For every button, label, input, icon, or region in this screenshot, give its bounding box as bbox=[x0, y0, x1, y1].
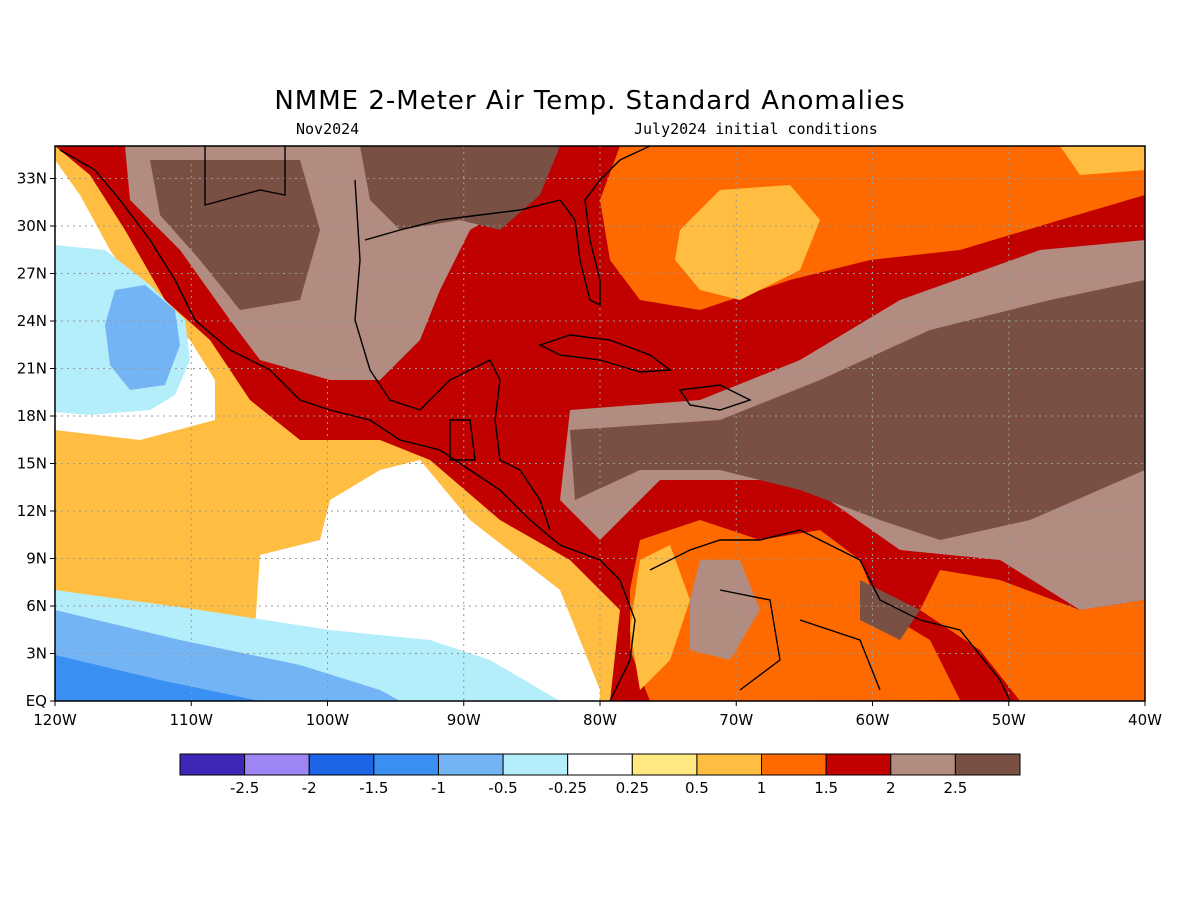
colorbar-swatch bbox=[825, 753, 892, 776]
field-atlantic-yellow bbox=[675, 185, 820, 300]
colorbar-swatch bbox=[308, 753, 375, 776]
lon-tick-label: 90W bbox=[447, 711, 481, 729]
lon-tick-label: 60W bbox=[856, 711, 890, 729]
colorbar-swatch bbox=[696, 753, 763, 776]
colorbar-label: -1 bbox=[431, 779, 446, 797]
colorbar-label: -1.5 bbox=[359, 779, 388, 797]
field-sa-brown bbox=[860, 580, 920, 640]
field-mexico-brown-west bbox=[150, 160, 320, 310]
lon-tick-label: 100W bbox=[306, 711, 350, 729]
field-pacific-darkblue-south bbox=[55, 655, 260, 701]
colorbar-swatch bbox=[179, 753, 246, 776]
colorbar-label: -2.5 bbox=[230, 779, 259, 797]
anomaly-field bbox=[55, 146, 1145, 701]
colorbar-label: -2 bbox=[302, 779, 317, 797]
field-us-brown bbox=[360, 146, 560, 230]
field-atlantic-brown bbox=[570, 280, 1145, 540]
lat-tick-label: 24N bbox=[17, 312, 47, 330]
sa-north-coastline bbox=[649, 529, 1011, 702]
colorbar-swatch bbox=[244, 753, 310, 776]
colorbar: -2.5 -2 -1.5 -1 -0.5 -0.25 0.25 0.5 1 1.5 2 2.5 bbox=[179, 753, 1021, 797]
coastlines bbox=[59, 145, 1011, 702]
lat-tick-label: 3N bbox=[26, 645, 47, 663]
lat-tick-label: EQ bbox=[26, 692, 47, 710]
cuba-outline bbox=[538, 334, 672, 373]
lon-tick-label: 120W bbox=[33, 711, 77, 729]
map-title: NMME 2-Meter Air Temp. Standard Anomalie… bbox=[274, 86, 906, 116]
colorbar-swatch bbox=[761, 753, 827, 776]
graticule bbox=[55, 146, 1145, 701]
colorbar-label: 1 bbox=[757, 779, 767, 797]
colorbar-label: 0.5 bbox=[685, 779, 709, 797]
lon-tick-label: 40W bbox=[1128, 711, 1162, 729]
colorbar-swatch bbox=[567, 753, 633, 776]
guatemala-border bbox=[449, 419, 476, 461]
lat-tick-label: 15N bbox=[17, 455, 47, 473]
lat-tick-label: 12N bbox=[17, 502, 47, 520]
colorbar-label: -0.5 bbox=[488, 779, 517, 797]
lon-tick-label: 110W bbox=[170, 711, 214, 729]
colorbar-label: -0.25 bbox=[548, 779, 587, 797]
lat-tick-label: 6N bbox=[26, 597, 47, 615]
field-pacific-blue-core bbox=[105, 285, 180, 390]
field-atlantic-yellow-ne bbox=[1060, 146, 1145, 175]
colorbar-swatch bbox=[631, 753, 698, 776]
field-sa-ne-orange bbox=[920, 570, 1145, 701]
colorbar-label: 2 bbox=[886, 779, 896, 797]
field-sa-mauve bbox=[690, 560, 760, 660]
hispaniola-outline bbox=[678, 384, 752, 411]
colorbar-swatch bbox=[437, 753, 504, 776]
lon-tick-label: 70W bbox=[719, 711, 753, 729]
colorbar-swatch bbox=[502, 753, 569, 776]
lat-tick-label: 21N bbox=[17, 360, 47, 378]
lon-tick-label: 80W bbox=[583, 711, 617, 729]
us-mexico-border bbox=[204, 146, 286, 206]
colorbar-swatch bbox=[890, 753, 956, 776]
lat-tick-label: 30N bbox=[17, 217, 47, 235]
lon-tick-label: 50W bbox=[992, 711, 1026, 729]
colorbar-swatch bbox=[954, 753, 1021, 776]
latitude-axis: EQ 3N 6N 9N 12N 15N 18N 21N 24N 27N 30N 33N bbox=[17, 170, 55, 710]
lat-tick-label: 27N bbox=[17, 265, 47, 283]
colorbar-label: 0.25 bbox=[616, 779, 649, 797]
longitude-axis: 120W 110W 100W 90W 80W 70W 60W 50W 40W bbox=[33, 701, 1162, 729]
initial-conditions: July2024 initial conditions bbox=[634, 120, 878, 138]
lat-tick-label: 18N bbox=[17, 407, 47, 425]
colorbar-label: 1.5 bbox=[814, 779, 838, 797]
gulf-coastline bbox=[354, 179, 551, 531]
lat-tick-label: 33N bbox=[17, 170, 47, 188]
lat-tick-label: 9N bbox=[26, 550, 47, 568]
colorbar-label: 2.5 bbox=[943, 779, 967, 797]
colorbar-swatch bbox=[373, 753, 439, 776]
pacific-coastline bbox=[59, 149, 636, 702]
us-gulf-florida-coastline bbox=[364, 145, 651, 307]
sa-borders bbox=[719, 589, 881, 691]
valid-month: Nov2024 bbox=[296, 120, 360, 138]
